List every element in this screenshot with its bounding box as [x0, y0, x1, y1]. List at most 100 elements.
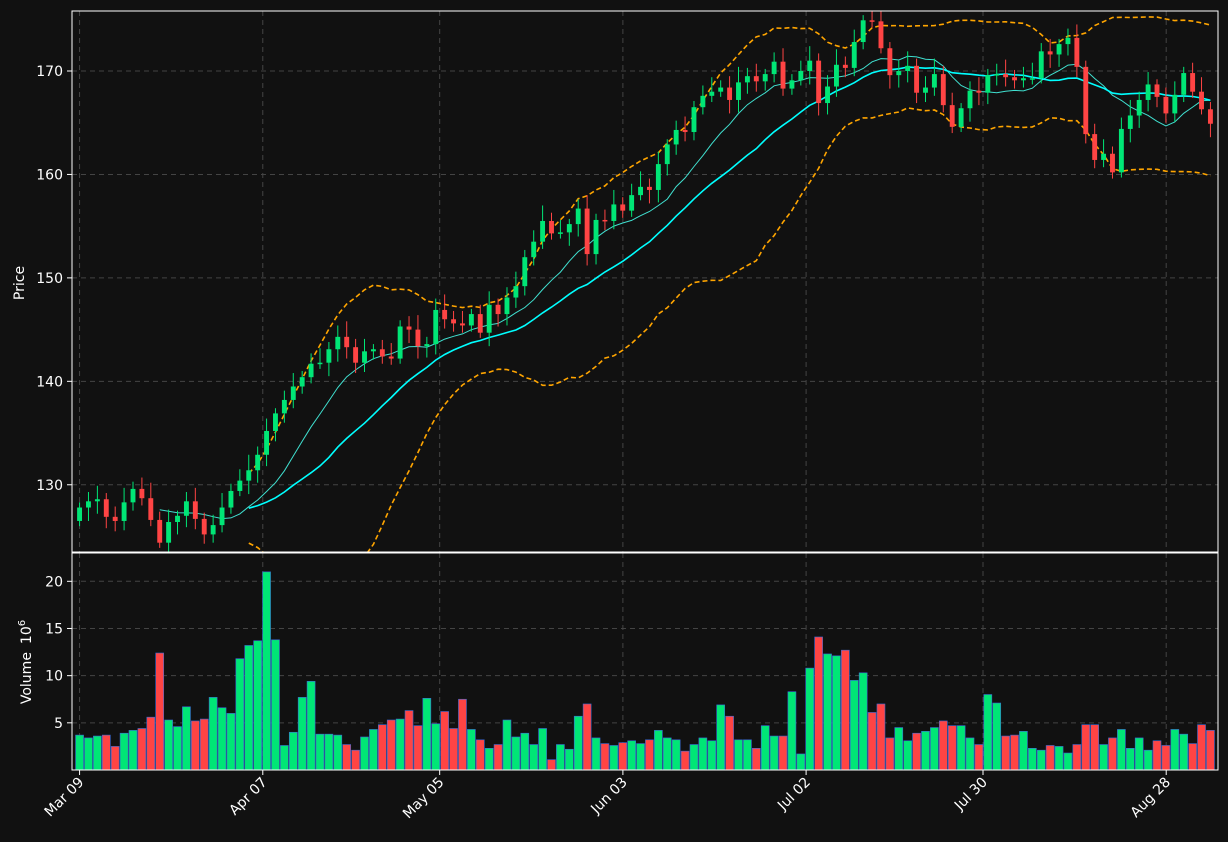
volume-bar [867, 712, 877, 770]
volume-bar [422, 697, 432, 770]
volume-bar [1099, 744, 1108, 770]
candle-body [744, 76, 750, 83]
volume-bar [698, 737, 708, 770]
volume-bar [645, 739, 654, 770]
volume-bar [734, 739, 743, 770]
volume-axis-title-base: 10 [19, 626, 35, 644]
volume-bar [137, 728, 147, 770]
candle-body [121, 502, 127, 521]
candle-body [1101, 153, 1107, 160]
volume-bar [226, 713, 236, 770]
candle-body [718, 87, 724, 92]
candle-body [1207, 109, 1213, 124]
candle-body [522, 257, 528, 287]
candle-body [851, 42, 857, 68]
volume-bar [440, 711, 449, 770]
volume-bar [938, 720, 948, 770]
candle-body [949, 105, 955, 127]
candle-body [1083, 66, 1089, 135]
volume-bar [511, 736, 521, 770]
bollinger-lower-line [248, 107, 1211, 552]
candle-body [700, 95, 706, 108]
volume-bar [787, 691, 797, 770]
volume-bar [618, 742, 628, 770]
volume-bar [431, 723, 441, 770]
candle-body [531, 241, 537, 258]
volume-bar [591, 737, 601, 770]
volume-bar [760, 725, 770, 770]
candle-body [1163, 96, 1169, 114]
volume-bar [244, 645, 254, 770]
candle-body [923, 87, 928, 93]
volume-bar [458, 698, 467, 770]
volume-bar [360, 736, 369, 770]
volume-tick-label: 10 [45, 669, 63, 685]
candle-body [869, 20, 875, 22]
volume-bar [823, 653, 832, 770]
candle-body [112, 516, 118, 521]
volume-bar [965, 737, 975, 770]
volume-bar [173, 726, 182, 770]
candle-body [415, 329, 421, 347]
candle-body [219, 507, 225, 526]
volume-bar [297, 697, 307, 770]
candle-body [388, 356, 394, 359]
candle-body [299, 377, 305, 387]
candle-body [468, 314, 474, 326]
candle-body [273, 413, 278, 431]
volume-bar [538, 728, 547, 770]
candle-body [593, 219, 599, 255]
volume-bar [671, 739, 681, 770]
volume-bar [315, 733, 325, 770]
volume-bar [199, 718, 209, 770]
volume-bar [1001, 735, 1010, 770]
candle-body [166, 522, 172, 543]
volume-bar [529, 744, 539, 770]
volume-bar [903, 740, 912, 770]
volume-bar [1072, 744, 1082, 770]
candle-body [771, 61, 777, 75]
candle-body [985, 75, 991, 93]
candle-body [727, 87, 733, 100]
candle-body [379, 349, 385, 357]
candle-body [477, 314, 483, 333]
candle-body [246, 470, 252, 481]
volume-bar [493, 744, 503, 770]
price-tick-label: 140 [36, 374, 63, 390]
volume-bar [573, 715, 583, 770]
candle-body [549, 220, 554, 234]
candle-body [789, 80, 795, 89]
volume-bar [333, 734, 343, 770]
candle-body [192, 501, 198, 519]
volume-bar [974, 744, 984, 770]
volume-bar [280, 745, 289, 770]
volume-bar [1108, 737, 1117, 770]
candle-body [1136, 99, 1142, 116]
volume-bar [956, 725, 966, 770]
candle-body [362, 351, 367, 363]
candle-body [905, 65, 911, 71]
volume-bar [182, 706, 191, 770]
volume-tick-label: 15 [45, 621, 63, 637]
candle-body [736, 82, 741, 100]
volume-bar [725, 715, 734, 770]
volume-bar [413, 725, 423, 770]
volume-bar [288, 731, 298, 770]
candle-body [1029, 78, 1035, 80]
candle-body [860, 20, 866, 43]
volume-bar [520, 732, 530, 770]
volume-bar [1152, 740, 1162, 770]
volume-bar [716, 704, 725, 770]
candle-body [602, 219, 608, 222]
candle-body [914, 65, 920, 93]
volume-bar [1090, 724, 1099, 770]
candle-body [584, 208, 590, 255]
candle-body [887, 48, 893, 76]
volume-bar [395, 718, 405, 770]
volume-bar [146, 716, 156, 770]
candle-body [335, 336, 341, 350]
volume-bar [707, 740, 717, 770]
candle-body [397, 326, 403, 359]
candle-body [290, 386, 296, 400]
